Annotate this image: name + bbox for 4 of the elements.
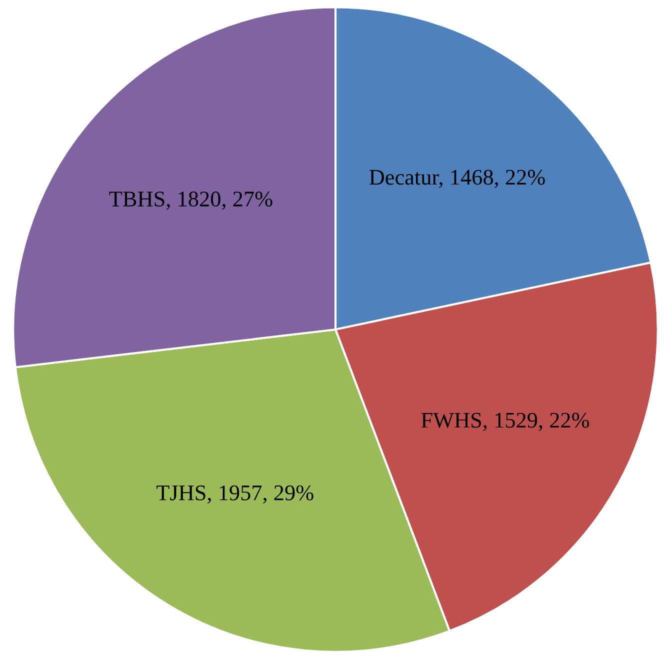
slice-label: TJHS, 1957, 29% (156, 485, 314, 504)
slice-label: FWHS, 1529, 22% (421, 412, 590, 431)
slice-label: TBHS, 1820, 27% (109, 192, 272, 210)
slice-label: Decatur, 1468, 22% (369, 170, 545, 188)
